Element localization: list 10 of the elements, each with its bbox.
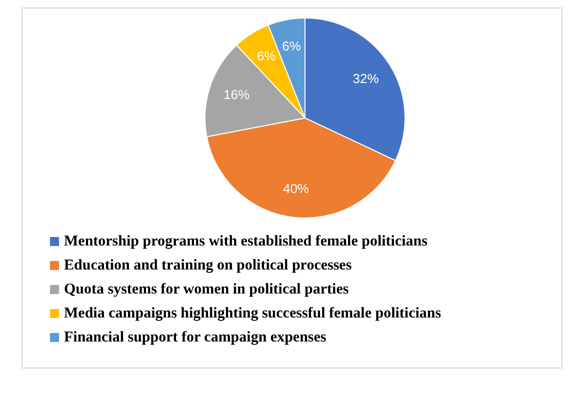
legend-label: Quota systems for women in political parties: [64, 281, 349, 298]
data-label: 16%: [224, 87, 250, 102]
data-label: 40%: [282, 180, 310, 196]
data-label: 6%: [257, 48, 276, 64]
data-label: 6%: [282, 38, 302, 54]
legend-label: Media campaigns highlighting successful female politicians: [64, 305, 442, 322]
data-label: 32%: [352, 70, 380, 86]
legend-label: Education and training on political processes: [64, 257, 352, 274]
legend-label: Mentorship programs with established female politicians: [64, 233, 428, 250]
legend-label: Financial support for campaign expenses: [64, 329, 326, 346]
